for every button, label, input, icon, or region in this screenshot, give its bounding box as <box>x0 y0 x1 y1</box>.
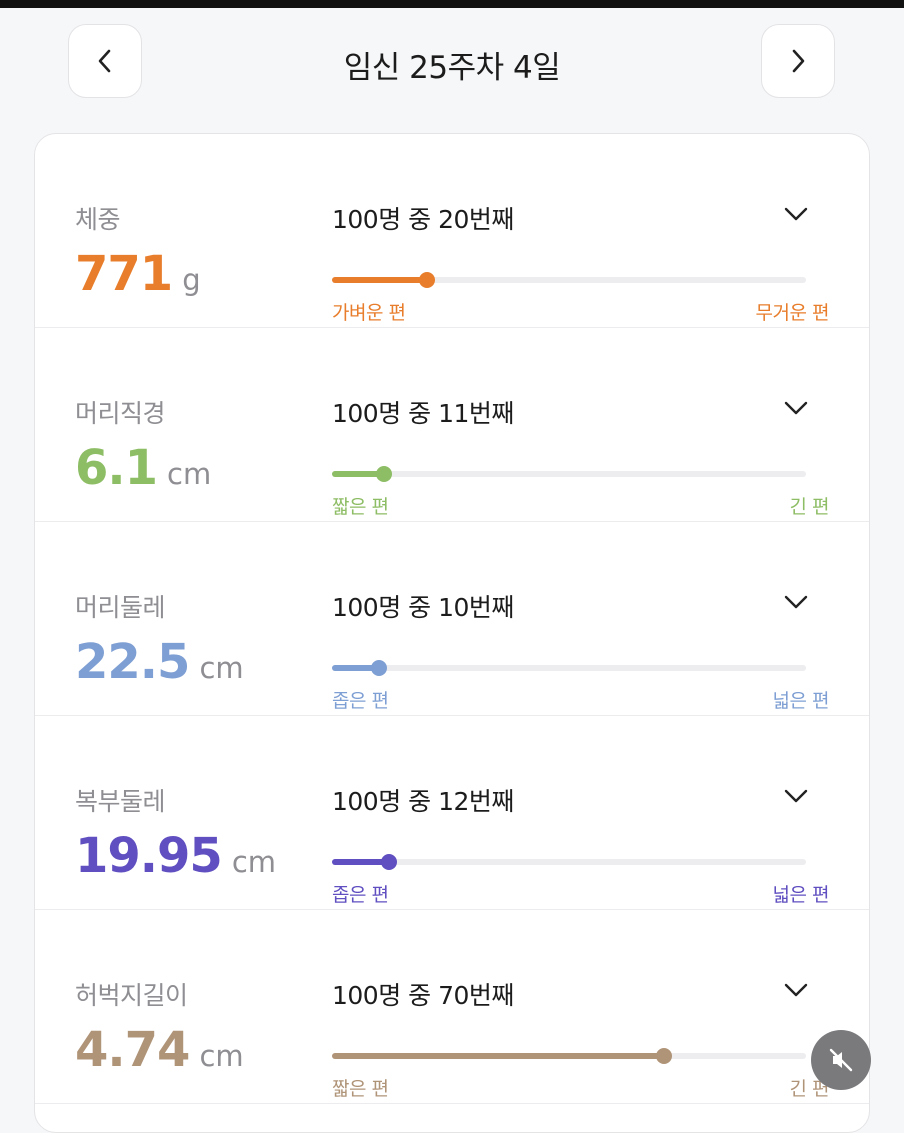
measurement-label: 머리둘레 <box>75 593 166 622</box>
prev-week-button[interactable] <box>68 24 142 98</box>
high-label: 넓은 편 <box>772 884 830 906</box>
percentile-fill <box>332 665 380 671</box>
percentile-fill <box>332 1053 664 1059</box>
chevron-right-icon <box>792 49 805 73</box>
mute-button[interactable] <box>811 1030 871 1090</box>
rank-text: 100명 중 12번째 <box>332 787 514 816</box>
measurement-value: 6.1 cm <box>75 440 211 496</box>
measurement-unit: cm <box>199 1039 244 1073</box>
measurement-label: 복부둘레 <box>75 787 166 816</box>
mute-icon <box>829 1048 853 1072</box>
measurement-value: 19.95 cm <box>75 828 276 884</box>
low-label: 가벼운 편 <box>332 302 406 324</box>
low-label: 짧은 편 <box>332 1078 389 1100</box>
measurement-unit: cm <box>231 845 277 879</box>
measurement-card: 체중 771 g 100명 중 20번째 가벼운 편 무거운 편 머리직경 6.… <box>34 133 870 1133</box>
high-label: 긴 편 <box>789 496 830 518</box>
percentile-track <box>332 466 806 482</box>
percentile-marker <box>376 466 393 482</box>
chevron-down-icon[interactable] <box>781 786 811 806</box>
measurement-number: 19.95 <box>75 828 223 884</box>
low-label: 짧은 편 <box>332 496 389 518</box>
rank-text: 100명 중 11번째 <box>332 399 514 428</box>
percentile-fill <box>332 277 427 283</box>
measurement-unit: cm <box>199 651 244 685</box>
percentile-fill <box>332 471 385 477</box>
percentile-marker <box>655 1048 672 1064</box>
percentile-track <box>332 1048 806 1064</box>
measurement-number: 4.74 <box>75 1022 190 1078</box>
percentile-marker <box>371 660 388 676</box>
status-bar <box>0 0 904 8</box>
measurement-unit: cm <box>167 457 212 491</box>
percentile-marker <box>418 272 435 288</box>
percentile-fill <box>332 859 389 865</box>
rank-text: 100명 중 70번째 <box>332 981 514 1010</box>
measurement-row-head-circumference[interactable]: 머리둘레 22.5 cm 100명 중 10번째 좁은 편 넓은 편 <box>35 522 869 716</box>
measurement-label: 허벅지길이 <box>75 981 188 1010</box>
measurement-row-weight[interactable]: 체중 771 g 100명 중 20번째 가벼운 편 무거운 편 <box>35 134 869 328</box>
measurement-value: 4.74 cm <box>75 1022 244 1078</box>
chevron-left-icon <box>98 49 111 73</box>
measurement-unit: g <box>182 263 201 297</box>
percentile-marker <box>380 854 397 870</box>
next-week-button[interactable] <box>761 24 835 98</box>
measurement-number: 771 <box>75 246 173 302</box>
measurement-value: 771 g <box>75 246 201 302</box>
measurement-row-head-diameter[interactable]: 머리직경 6.1 cm 100명 중 11번째 짧은 편 긴 편 <box>35 328 869 522</box>
percentile-track <box>332 660 806 676</box>
percentile-track <box>332 272 806 288</box>
measurement-number: 22.5 <box>75 634 190 690</box>
rank-text: 100명 중 20번째 <box>332 205 514 234</box>
measurement-label: 머리직경 <box>75 399 166 428</box>
measurement-number: 6.1 <box>75 440 158 496</box>
low-label: 좁은 편 <box>332 690 389 712</box>
percentile-track <box>332 854 806 870</box>
chevron-down-icon[interactable] <box>781 592 811 612</box>
low-label: 좁은 편 <box>332 884 389 906</box>
chevron-down-icon[interactable] <box>781 398 811 418</box>
high-label: 넓은 편 <box>772 690 830 712</box>
measurement-value: 22.5 cm <box>75 634 244 690</box>
measurement-label: 체중 <box>75 205 121 234</box>
chevron-down-icon[interactable] <box>781 204 811 224</box>
chevron-down-icon[interactable] <box>781 980 811 1000</box>
rank-text: 100명 중 10번째 <box>332 593 514 622</box>
measurement-row-femur-length[interactable]: 허벅지길이 4.74 cm 100명 중 70번째 짧은 편 긴 편 <box>35 910 869 1104</box>
page-title: 임신 25주차 4일 <box>343 50 561 86</box>
measurement-row-abdominal-circumference[interactable]: 복부둘레 19.95 cm 100명 중 12번째 좁은 편 넓은 편 <box>35 716 869 910</box>
high-label: 무거운 편 <box>755 302 830 324</box>
